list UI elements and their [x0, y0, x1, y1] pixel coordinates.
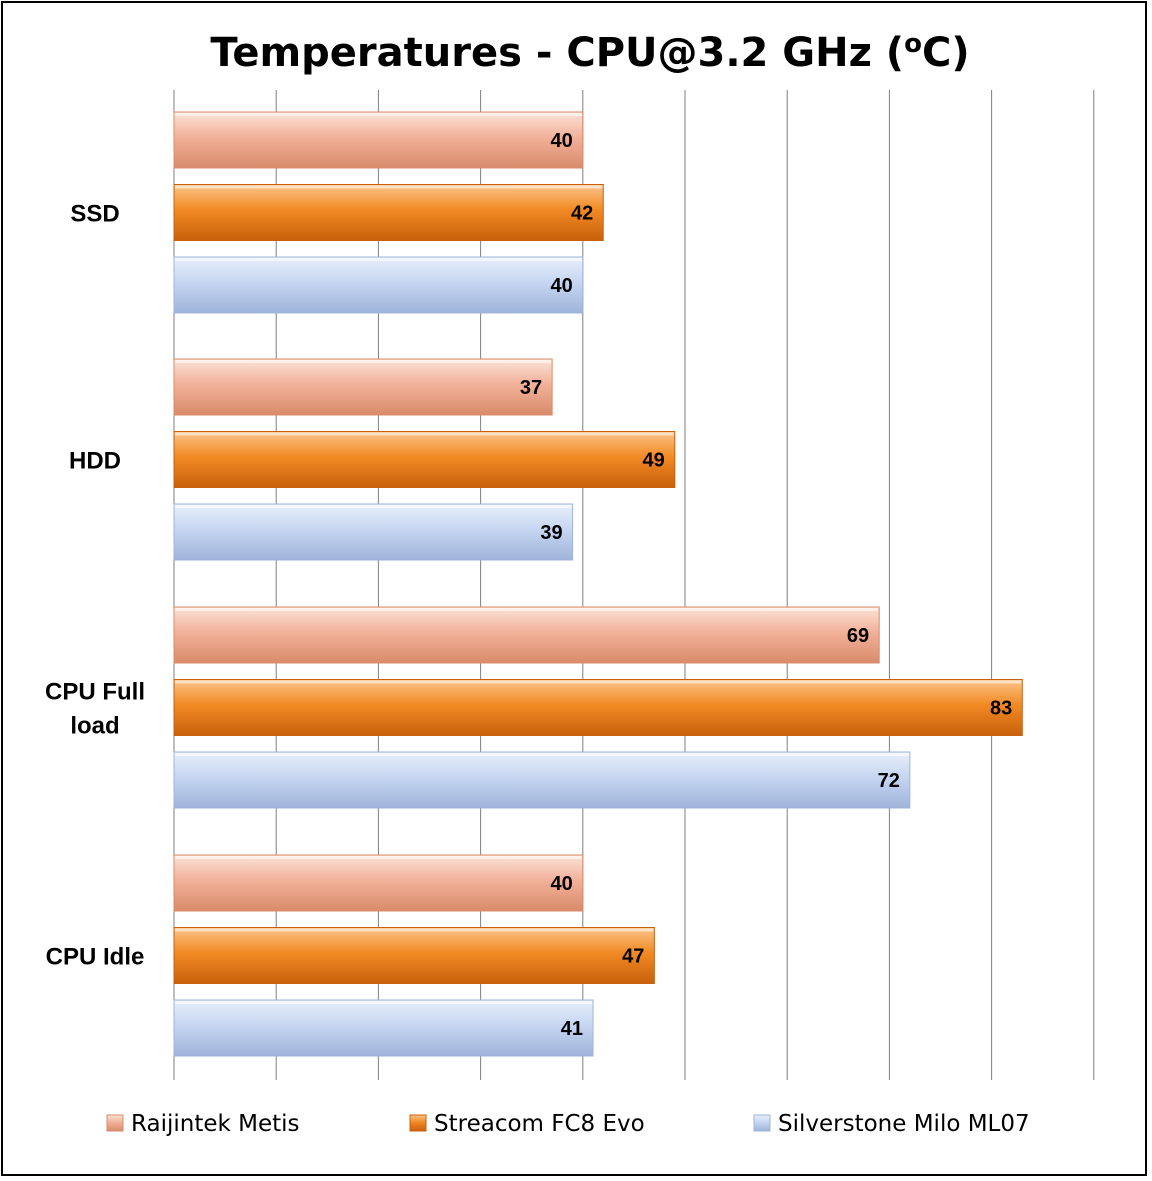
data-label: 83	[990, 698, 1012, 720]
category-label: CPU Full load	[45, 679, 145, 740]
bar	[173, 679, 1023, 736]
data-label: 72	[878, 770, 900, 792]
legend-swatch	[106, 1114, 124, 1132]
gridlines	[173, 90, 1095, 1080]
bar-highlight	[175, 680, 1022, 684]
bar-highlight	[175, 505, 572, 508]
bar-highlight	[175, 185, 603, 189]
bar	[173, 751, 911, 809]
bar	[173, 999, 594, 1057]
data-label: 49	[643, 450, 665, 472]
bar	[173, 256, 584, 314]
bar-highlight	[175, 928, 654, 932]
bar	[173, 503, 574, 561]
data-label: 37	[520, 377, 542, 399]
bar-highlight	[175, 258, 582, 261]
bar	[173, 606, 880, 664]
legend-label: Silverstone Milo ML07	[778, 1111, 1030, 1137]
chart-title: Temperatures - CPU@3.2 GHz (oC)	[210, 29, 969, 76]
bar	[173, 927, 655, 984]
category-label: HDD	[69, 448, 121, 475]
data-label: 40	[551, 275, 573, 297]
bar-highlight	[175, 753, 909, 756]
legend-label: Streacom FC8 Evo	[434, 1111, 645, 1137]
category-label: CPU Idle	[46, 944, 145, 971]
bar	[173, 184, 604, 241]
bar-highlight	[175, 113, 582, 116]
data-label: 41	[561, 1018, 583, 1040]
bars: 40 42 40 37 49 39 69 83 72 40 47 41	[173, 111, 1023, 1057]
legend-swatch	[409, 1114, 427, 1132]
data-label: 69	[847, 625, 869, 647]
data-label: 47	[622, 946, 644, 968]
legend: Raijintek Metis Streacom FC8 Evo Silversto…	[106, 1111, 1030, 1137]
bar-highlight	[175, 608, 879, 611]
data-label: 40	[551, 873, 573, 895]
data-label: 40	[551, 130, 573, 152]
data-label: 39	[540, 522, 562, 544]
bar-highlight	[175, 360, 552, 363]
data-label: 42	[571, 203, 593, 225]
bar-highlight	[175, 1001, 593, 1004]
category-label: SSD	[70, 201, 119, 228]
bar-highlight	[175, 432, 674, 436]
bar-highlight	[175, 856, 582, 859]
legend-swatch	[753, 1114, 771, 1132]
bar	[173, 358, 553, 416]
bar	[173, 431, 676, 488]
category-labels: SSD HDD CPU Full load CPU Idle	[45, 201, 145, 971]
bar	[173, 111, 584, 169]
legend-label: Raijintek Metis	[131, 1111, 300, 1137]
bar	[173, 854, 584, 912]
